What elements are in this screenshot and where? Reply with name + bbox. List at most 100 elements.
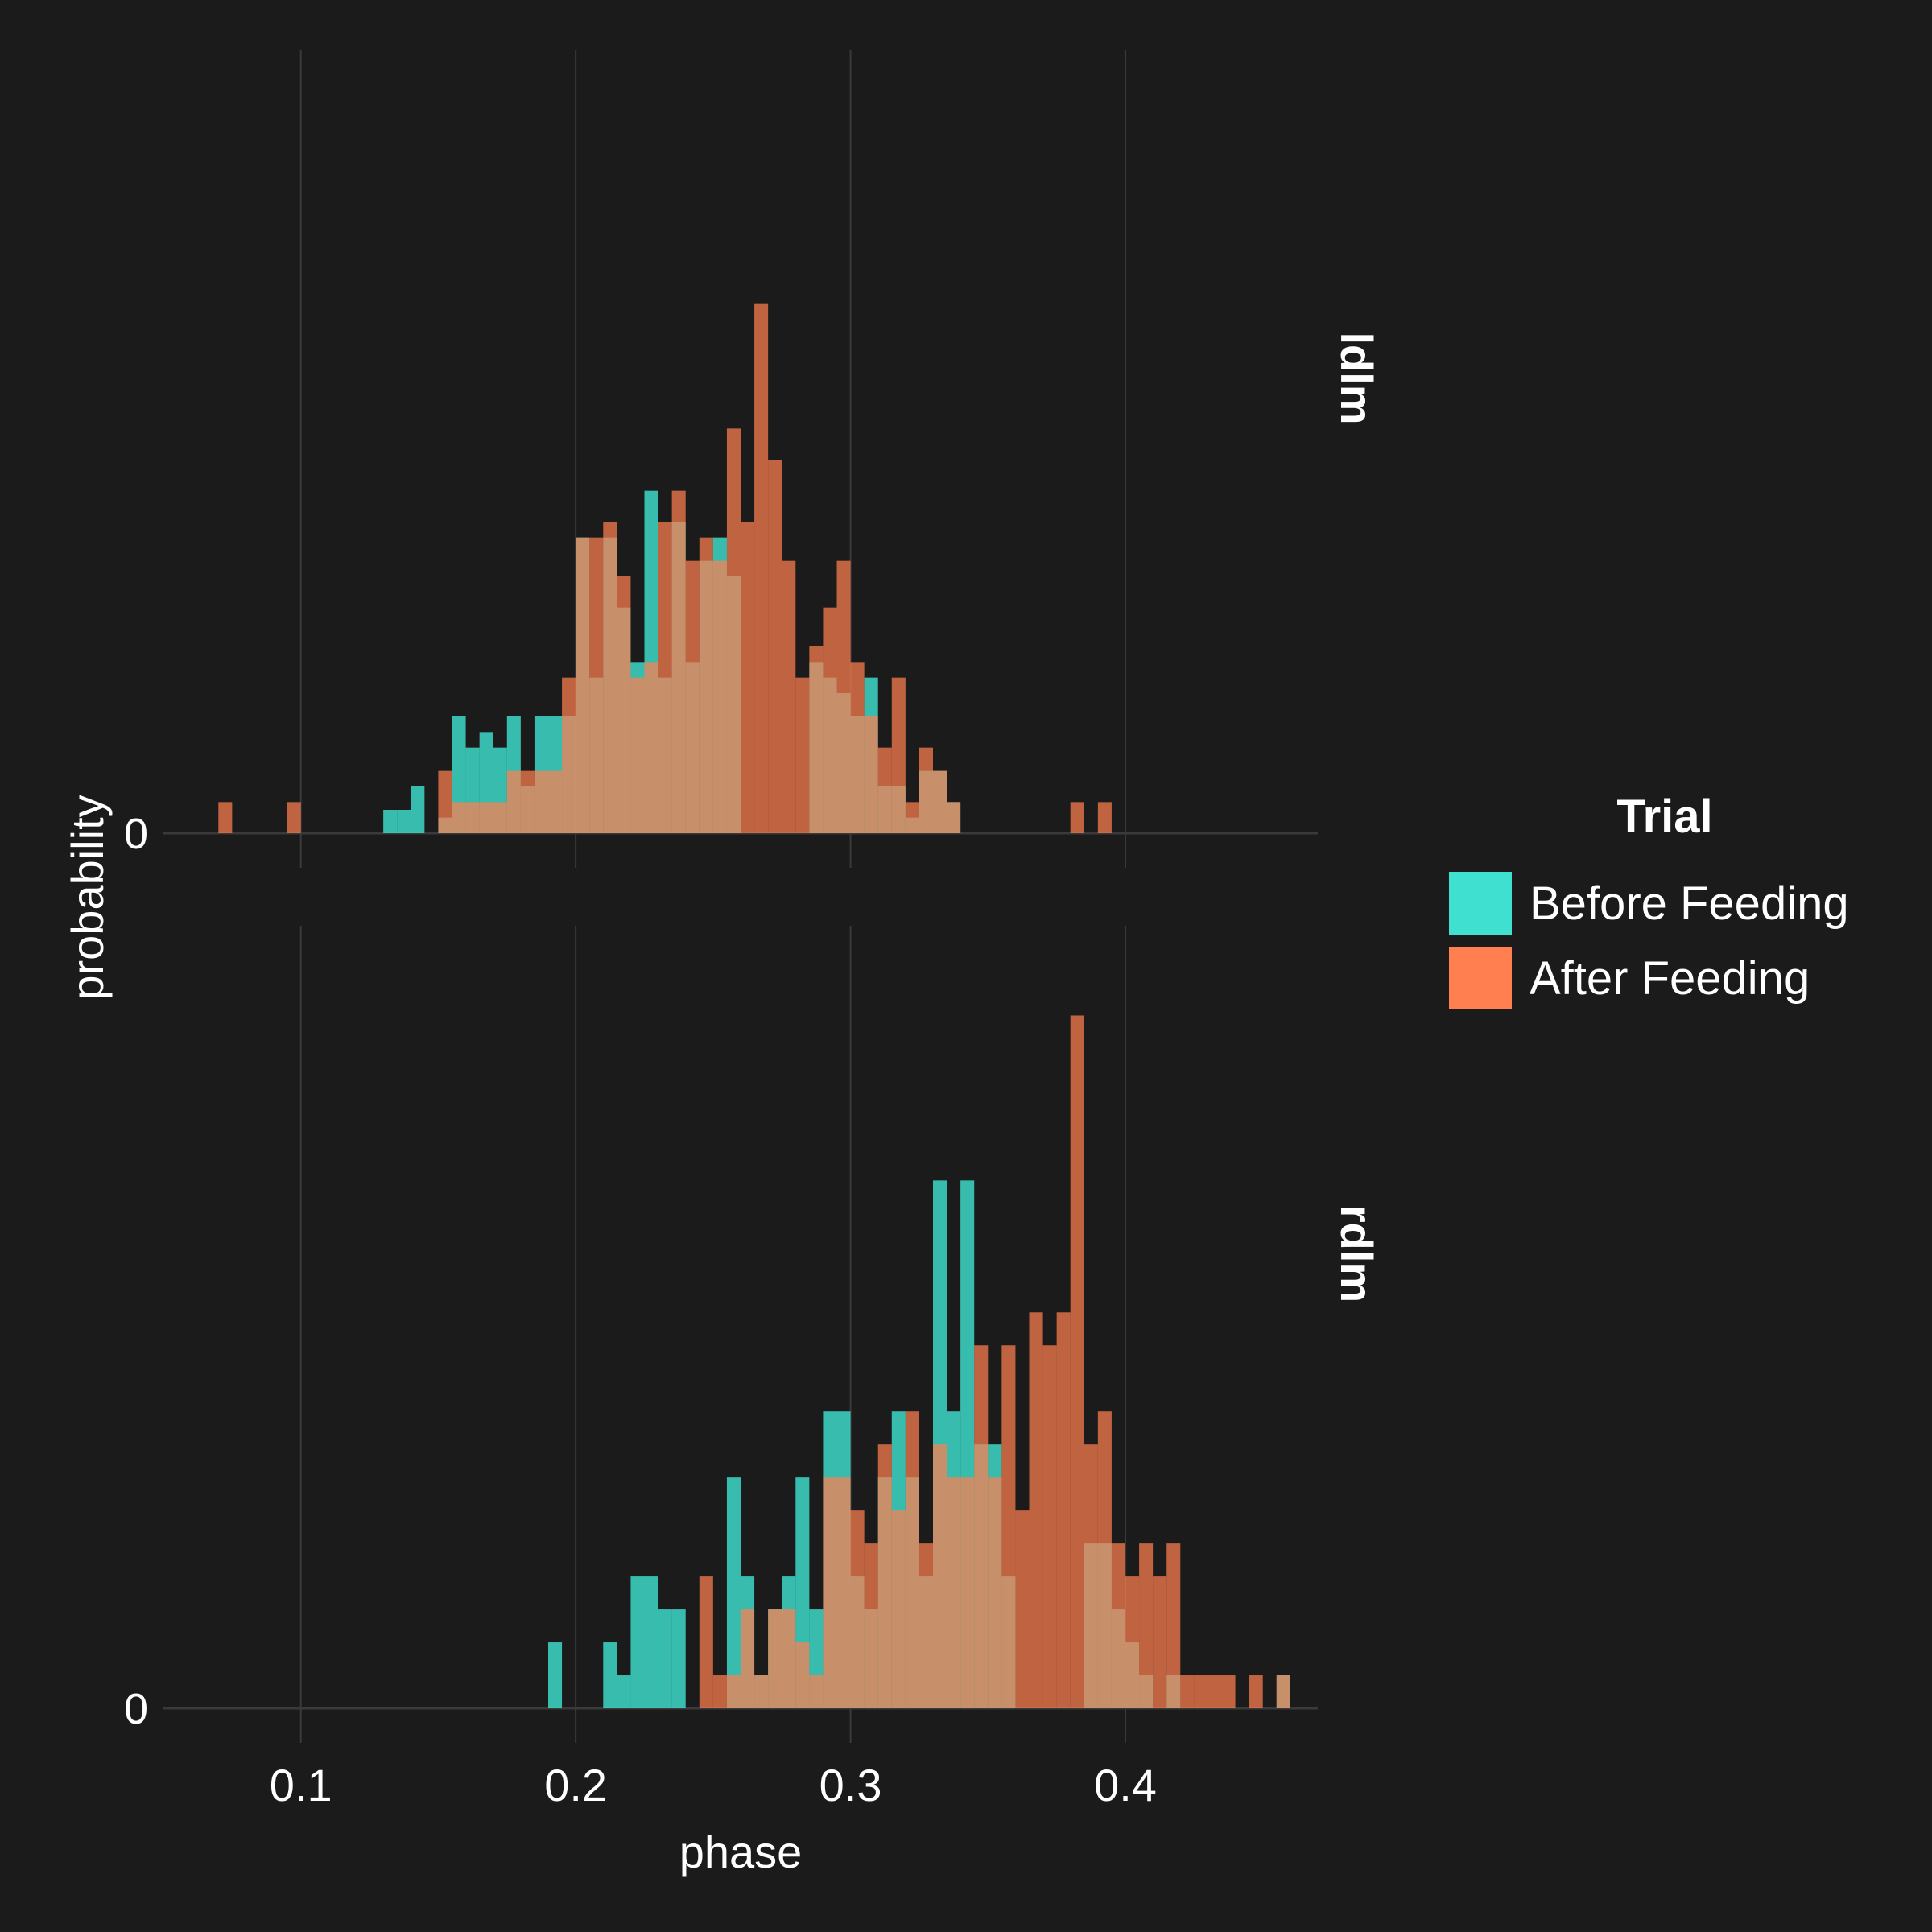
- histogram-bar: [754, 303, 769, 834]
- histogram-bar: [1001, 1345, 1016, 1708]
- histogram-bar: [617, 576, 631, 833]
- histogram-bar: [1166, 1543, 1181, 1708]
- histogram-bar: [726, 428, 741, 833]
- histogram-bar: [520, 770, 535, 833]
- histogram-bar: [658, 522, 672, 833]
- histogram-bar: [988, 1477, 1002, 1708]
- histogram-bar: [905, 1411, 919, 1708]
- histogram-bar: [548, 770, 563, 833]
- histogram-bar: [534, 770, 548, 833]
- y-tick-label: 0: [124, 810, 148, 858]
- y-axis-title: probability: [62, 795, 113, 1000]
- histogram-bar: [562, 677, 576, 833]
- histogram-bar: [1276, 1675, 1290, 1708]
- histogram-bar: [1249, 1675, 1263, 1708]
- facet-label-ldlm: ldlm: [1331, 332, 1382, 424]
- histogram-bar: [644, 662, 658, 833]
- histogram-bar: [809, 646, 824, 833]
- histogram-bar: [630, 1576, 645, 1708]
- histogram-bar: [947, 1477, 961, 1708]
- histogram-bar: [658, 1609, 672, 1708]
- histogram-bar: [479, 802, 493, 833]
- histogram-bar: [218, 802, 233, 833]
- histogram-bar: [726, 1477, 741, 1708]
- histogram-bar: [754, 1675, 769, 1708]
- histogram-bar: [823, 607, 837, 833]
- histogram-bar: [1084, 1444, 1098, 1708]
- histogram-bar: [630, 677, 645, 833]
- y-tick-label: 0: [124, 1685, 148, 1733]
- histogram-bar: [726, 1675, 741, 1708]
- histogram-bar: [850, 662, 865, 833]
- facet-label-rdlm: rdlm: [1331, 1205, 1382, 1302]
- histogram-bar: [933, 1444, 947, 1708]
- histogram-bar: [1111, 1543, 1125, 1708]
- histogram-bar: [891, 677, 906, 833]
- histogram-bar: [1139, 1543, 1154, 1708]
- histogram-bar: [699, 537, 713, 833]
- histogram-bar: [1070, 802, 1084, 833]
- histogram-bar: [836, 560, 851, 833]
- histogram-bar: [933, 770, 947, 833]
- histogram-bar: [411, 786, 425, 833]
- histogram-bar: [891, 1510, 906, 1708]
- histogram-bar: [493, 802, 507, 833]
- histogram-bar: [877, 1444, 892, 1708]
- x-tick-label: 0.3: [819, 1760, 882, 1810]
- histogram-bar: [960, 1477, 975, 1708]
- histogram-bar: [823, 1477, 837, 1708]
- legend-label-after-feeding: After Feeding: [1530, 952, 1810, 1005]
- histogram-bar: [782, 560, 796, 833]
- histogram-bar: [850, 1510, 865, 1708]
- histogram-bar: [603, 1642, 617, 1708]
- histogram-bar: [699, 1576, 713, 1708]
- histogram-bar: [947, 802, 961, 833]
- histogram-bar: [603, 522, 617, 833]
- histogram-bar: [287, 802, 301, 833]
- histogram-bar: [438, 770, 452, 833]
- histogram-bar: [768, 1609, 782, 1708]
- histogram-bar: [877, 747, 892, 833]
- histogram-bar: [1153, 1576, 1167, 1708]
- histogram-bar: [712, 1675, 727, 1708]
- x-tick-label: 0.1: [270, 1760, 332, 1810]
- histogram-bar: [1221, 1675, 1236, 1708]
- histogram-bar: [809, 1675, 824, 1708]
- histogram-bar: [919, 747, 933, 833]
- histogram-bar: [383, 810, 398, 833]
- histogram-bar: [1208, 1675, 1222, 1708]
- histogram-bar: [1097, 802, 1112, 833]
- histogram-bar: [782, 1609, 796, 1708]
- x-axis: 0.1 0.2 0.3 0.4: [270, 1760, 1157, 1810]
- series-after-feeding: [699, 1015, 1290, 1708]
- histogram-bar: [741, 1609, 755, 1708]
- histogram-bar: [1194, 1675, 1208, 1708]
- histogram-bar: [397, 810, 411, 833]
- histogram-bar: [864, 1543, 878, 1708]
- histogram-bar: [576, 537, 590, 833]
- histogram-bar: [919, 1543, 933, 1708]
- histogram-bar: [1125, 1576, 1140, 1708]
- histogram-bar: [644, 1576, 658, 1708]
- histogram-bar: [795, 1642, 810, 1708]
- x-tick-label: 0.2: [544, 1760, 607, 1810]
- histogram-bar: [741, 522, 755, 833]
- legend-title: Trial: [1616, 791, 1712, 843]
- legend-swatch-before-feeding: [1449, 872, 1512, 935]
- histogram-bar: [1070, 1015, 1084, 1708]
- panels-layer: 0 ldlm 0 rdlm: [124, 50, 1382, 1743]
- histogram-bar: [671, 1609, 686, 1708]
- panel-rdlm: 0 rdlm: [124, 926, 1382, 1743]
- legend-swatch-after-feeding: [1449, 947, 1512, 1009]
- histogram-bar: [712, 560, 727, 833]
- histogram-bar: [795, 677, 810, 833]
- histogram-bar: [1097, 1411, 1112, 1708]
- histogram-bar: [548, 1642, 563, 1708]
- histogram-bar: [1042, 1345, 1057, 1708]
- histogram-bar: [905, 802, 919, 833]
- panel-ldlm: 0 ldlm: [124, 50, 1382, 868]
- x-tick-label: 0.4: [1094, 1760, 1157, 1810]
- histogram-bar: [589, 537, 604, 833]
- histogram-bar: [685, 560, 700, 833]
